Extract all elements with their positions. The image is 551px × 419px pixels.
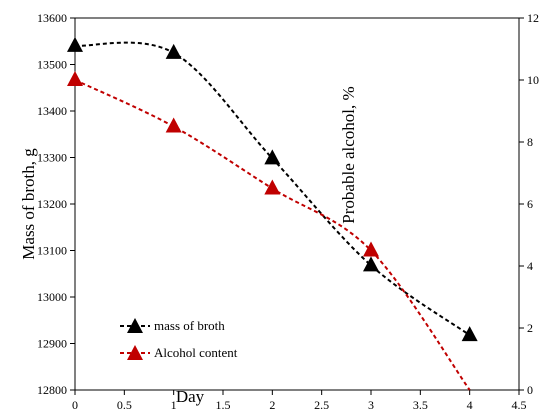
left-y-tick-label: 12800 <box>37 383 67 397</box>
left-y-tick-label: 13200 <box>37 197 67 211</box>
data-point-mass-of-broth <box>363 256 379 272</box>
right-y-tick-label: 2 <box>527 321 533 335</box>
x-tick-label: 2.5 <box>314 398 329 412</box>
x-tick-label: 1.5 <box>216 398 231 412</box>
left-y-axis: 12800 12900 13000 13100 13200 13300 13400 13500… <box>37 11 75 397</box>
series-alcohol-content <box>67 71 471 391</box>
legend-marker-mass-of-broth <box>127 318 143 333</box>
right-y-tick-label: 12 <box>527 11 539 25</box>
x-tick-label: 3.5 <box>413 398 428 412</box>
right-y-axis: 0 2 4 6 8 10 12 <box>519 11 539 397</box>
left-y-tick-label: 13000 <box>37 290 67 304</box>
right-y-tick-label: 10 <box>527 73 539 87</box>
right-y-tick-label: 6 <box>527 197 533 211</box>
series-mass-of-broth <box>67 36 478 342</box>
x-tick-label: 0 <box>72 398 78 412</box>
right-y-axis-title: Probable alcohol, % <box>339 86 358 223</box>
data-point-mass-of-broth <box>461 326 478 342</box>
x-tick-label: 4 <box>467 398 473 412</box>
x-tick-label: 3 <box>368 398 374 412</box>
data-point-alcohol-content <box>67 71 83 86</box>
legend-label-mass-of-broth: mass of broth <box>154 318 225 333</box>
plot-area <box>74 17 520 391</box>
plot-frame <box>74 17 520 391</box>
left-y-axis-title: Mass of broth, g <box>19 148 38 260</box>
right-y-tick-label: 0 <box>527 383 533 397</box>
data-point-mass-of-broth <box>264 149 281 165</box>
legend-label-alcohol-content: Alcohol content <box>154 345 238 360</box>
x-axis-title: Day <box>176 387 205 406</box>
series-line-alcohol-content <box>74 79 471 391</box>
x-tick-label: 4.5 <box>512 398 527 412</box>
data-point-alcohol-content <box>165 117 182 133</box>
series-layer <box>67 36 478 391</box>
right-y-tick-label: 4 <box>527 259 533 273</box>
left-y-tick-label: 13400 <box>37 104 67 118</box>
x-axis: 0 0.5 1 1.5 2 2.5 3 3.5 4 4.5 <box>72 390 527 412</box>
data-point-mass-of-broth <box>67 36 83 52</box>
x-tick-label: 2 <box>269 398 275 412</box>
left-y-tick-label: 13500 <box>37 58 67 72</box>
left-y-tick-label: 12900 <box>37 337 67 351</box>
legend: mass of broth Alcohol content <box>120 318 238 360</box>
legend-marker-alcohol-content <box>127 345 143 360</box>
legend-item-alcohol-content: Alcohol content <box>120 345 238 360</box>
x-tick-label: 1 <box>171 398 177 412</box>
data-point-alcohol-content <box>363 241 379 257</box>
data-point-alcohol-content <box>264 179 281 195</box>
left-y-tick-label: 13100 <box>37 244 67 258</box>
data-point-mass-of-broth <box>165 43 182 59</box>
left-y-tick-label: 13600 <box>37 11 67 25</box>
right-y-tick-label: 8 <box>527 135 533 149</box>
left-y-tick-label: 13300 <box>37 151 67 165</box>
legend-item-mass-of-broth: mass of broth <box>120 318 225 333</box>
x-tick-label: 0.5 <box>117 398 132 412</box>
